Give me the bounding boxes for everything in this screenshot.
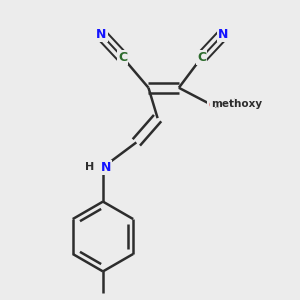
- Text: N: N: [101, 161, 111, 174]
- Text: C: C: [118, 51, 127, 64]
- Text: N: N: [218, 28, 228, 41]
- Text: O: O: [208, 100, 219, 112]
- Text: C: C: [197, 51, 206, 64]
- Text: methyl: methyl: [215, 107, 220, 108]
- Text: N: N: [96, 28, 106, 41]
- Text: methoxy: methoxy: [211, 100, 262, 110]
- Text: H: H: [85, 162, 94, 172]
